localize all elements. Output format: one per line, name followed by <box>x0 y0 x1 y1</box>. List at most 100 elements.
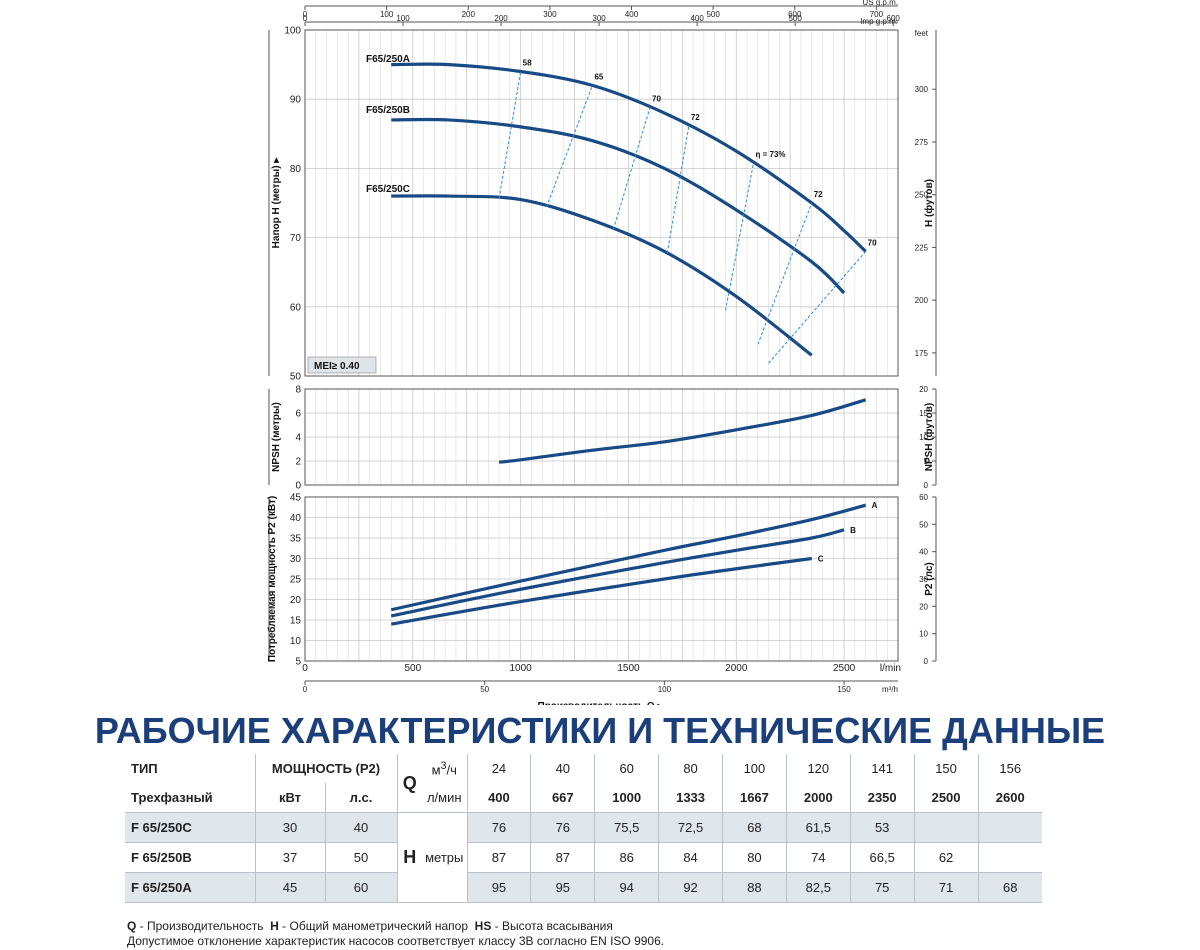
right-tick-label: 250 <box>915 191 929 200</box>
y-tick-label: 90 <box>290 95 302 106</box>
y-tick-label: 6 <box>295 409 301 420</box>
efficiency-iso-line <box>757 202 813 345</box>
y-tick-label: 45 <box>290 493 302 504</box>
hp-cell: 60 <box>324 872 398 903</box>
efficiency-iso-line <box>612 107 651 230</box>
right-tick-label: 225 <box>915 243 929 252</box>
power-curve-a <box>390 503 867 612</box>
footnotes: Q - Производительность H - Общий маномет… <box>127 919 664 949</box>
q-unit-lmin: л/мин <box>422 783 468 813</box>
x-tick-label: 1000 <box>510 663 533 674</box>
q-m3h-cell: 40 <box>530 754 596 783</box>
y-tick-label: 60 <box>290 302 302 313</box>
y-axis-title: Напор H (метры) ▸ <box>271 157 282 249</box>
right-tick-label: 200 <box>915 296 929 305</box>
efficiency-iso-line <box>498 71 522 199</box>
power-axis-title-right: P2 (лс) <box>924 562 935 595</box>
head-curve-b <box>391 117 846 295</box>
plot-frame <box>304 29 899 377</box>
head-curve-c <box>391 194 813 357</box>
efficiency-label: 72 <box>814 190 823 199</box>
y-tick-label: 20 <box>290 595 302 606</box>
head-value-cell: 86 <box>594 842 660 873</box>
q-lmin-cell: 1667 <box>722 783 787 813</box>
m3h-tick-label: 100 <box>658 685 672 694</box>
m3h-tick-label: 50 <box>480 685 489 694</box>
right-tick-label: 275 <box>915 138 929 147</box>
y-tick-label: 40 <box>290 513 302 524</box>
efficiency-label: 70 <box>868 238 877 247</box>
head-value-cell: 61,5 <box>785 812 851 843</box>
head-value-cell: 87 <box>466 842 532 873</box>
head-value-cell: 95 <box>466 872 532 903</box>
head-value-cell: 76 <box>530 812 596 843</box>
kw-cell: 37 <box>254 842 326 873</box>
efficiency-label: 72 <box>691 113 700 122</box>
hp-cell: 50 <box>324 842 398 873</box>
imp-gpm-unit: Imp g.p.m. <box>860 17 898 26</box>
y-tick-label: 50 <box>290 372 302 383</box>
imp-gpm-tick: 100 <box>396 14 410 23</box>
npsh-axis-title-right: NPSH (футов) <box>923 403 935 472</box>
efficiency-iso-line <box>666 125 690 254</box>
model-cell: F 65/250A <box>125 872 256 903</box>
table-row: F 65/250B 37 50 87 87 86 84 80 74 66,5 62 <box>125 842 1042 873</box>
efficiency-iso-line <box>724 162 755 311</box>
mei-label: MEI≥ 0.40 <box>314 361 360 372</box>
q-unit-m3h: м3/ч <box>422 754 468 783</box>
head-value-cell: 76 <box>466 812 532 843</box>
us-gpm-tick: 100 <box>380 10 394 19</box>
power-curve-label: C <box>818 555 824 564</box>
y-tick-label: 5 <box>295 657 301 668</box>
head-value-cell: 68 <box>977 872 1042 903</box>
head-value-cell: 62 <box>913 842 979 873</box>
power-curve-c <box>390 556 812 626</box>
right-tick-label: 10 <box>919 433 928 442</box>
imp-gpm-tick: 300 <box>592 14 606 23</box>
right-tick-label: 175 <box>915 349 929 358</box>
mei-box <box>307 356 377 374</box>
x-tick-label: 2500 <box>833 663 856 674</box>
q-m3h-cell: 150 <box>913 754 979 783</box>
curve-label: F65/250A <box>366 54 410 65</box>
y-tick-label: 25 <box>290 575 302 586</box>
unit-hp: л.с. <box>324 783 398 813</box>
imp-gpm-tick: 600 <box>887 14 901 23</box>
section-heading: РАБОЧИЕ ХАРАКТЕРИСТИКИ И ТЕХНИЧЕСКИЕ ДАН… <box>94 710 1106 751</box>
m3h-tick-label: 150 <box>837 685 851 694</box>
right-tick-label: 20 <box>919 602 928 611</box>
us-gpm-tick: 500 <box>706 10 720 19</box>
right-tick-label: 300 <box>915 85 929 94</box>
plot-frame <box>304 388 899 486</box>
y-tick-label: 100 <box>284 26 301 37</box>
us-gpm-tick: 600 <box>788 10 802 19</box>
head-value-cell: 74 <box>785 842 851 873</box>
q-m3h-cell: 100 <box>722 754 787 783</box>
head-value-cell: 71 <box>913 872 979 903</box>
right-tick-label: 15 <box>919 409 928 418</box>
curve-label: F65/250B <box>366 105 410 116</box>
efficiency-label: 58 <box>523 59 532 68</box>
y-tick-label: 80 <box>290 164 302 175</box>
q-lmin-cell: 400 <box>466 783 532 813</box>
y-tick-label: 4 <box>295 433 301 444</box>
x-tick-label: 1500 <box>617 663 640 674</box>
y-tick-label: 70 <box>290 233 302 244</box>
y-axis-title-right: H (футов) <box>923 179 935 227</box>
power-curve-b <box>390 528 845 618</box>
y-tick-label: 2 <box>295 457 301 468</box>
table-row: F 65/250A 45 60 95 95 94 92 88 82,5 75 71 68 <box>125 872 1042 903</box>
q-label: Q <box>396 754 422 813</box>
head-value-cell: 75 <box>849 872 915 903</box>
hp-cell: 40 <box>324 812 398 843</box>
x-axis-title: Производительность Q ▸ <box>538 701 664 705</box>
imp-gpm-tick: 500 <box>788 14 802 23</box>
q-lmin-cell: 1333 <box>658 783 723 813</box>
q-lmin-cell: 2600 <box>977 783 1042 813</box>
head-value-cell <box>977 842 1042 873</box>
right-tick-label: 10 <box>919 630 928 639</box>
q-lmin-cell: 667 <box>530 783 596 813</box>
power-curve-label: A <box>872 501 878 510</box>
type-subheader: Трехфазный <box>125 783 256 813</box>
